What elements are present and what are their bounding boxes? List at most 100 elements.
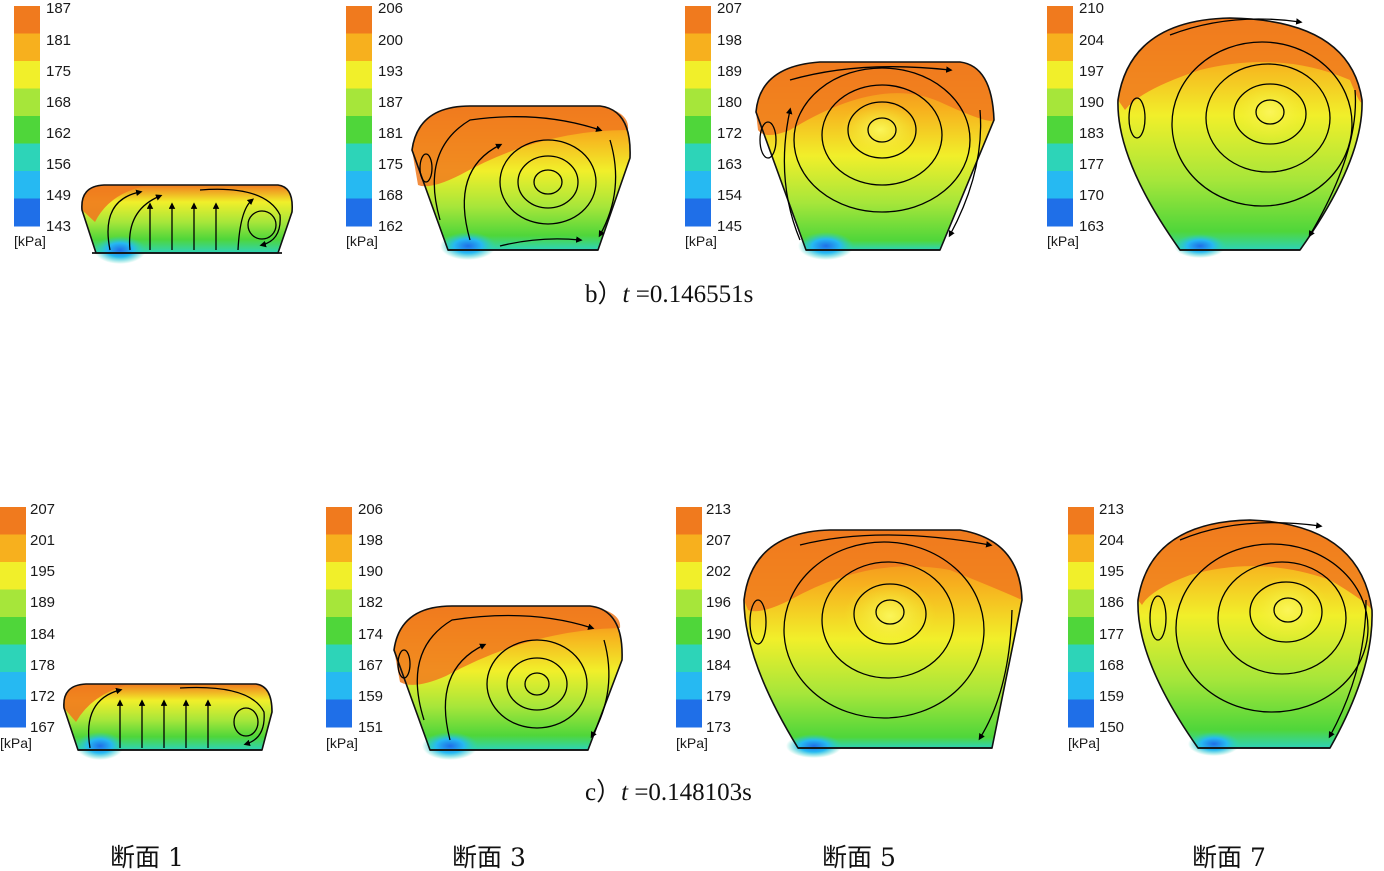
colorbar-band (326, 589, 352, 618)
panel-c-section-3: 206 198 190 182 174 167 159 151 [kPa] (326, 501, 623, 760)
contour-field (1117, 17, 1363, 258)
tick-label: 190 (358, 563, 383, 580)
tick-label: 167 (358, 657, 383, 674)
colorbar-band (326, 507, 352, 535)
colorbar-band (1068, 617, 1094, 645)
panel-b-section-1: 187 181 175 168 162 156 149 143 [kPa] (14, 0, 294, 264)
colorbar-band (676, 672, 702, 700)
tick-label: 178 (30, 657, 55, 674)
colorbar-band (326, 699, 352, 728)
tick-label: 172 (30, 688, 55, 705)
tick-label: 187 (378, 94, 403, 111)
colorbar-band (1047, 33, 1073, 62)
tick-label: 151 (358, 719, 383, 736)
tick-label: 189 (30, 594, 55, 611)
colorbar-band (1047, 88, 1073, 117)
tick-label: 181 (378, 125, 403, 142)
tick-label: 182 (358, 594, 383, 611)
colorbar-band (676, 699, 702, 728)
colorbar-band (685, 198, 711, 227)
column-label-section-7: 断面 7 (1192, 843, 1266, 871)
colorbar-band (1068, 562, 1094, 590)
streamlines (88, 686, 265, 749)
panel-b-section-3: 206 200 193 187 181 175 168 162 [kPa] (346, 0, 631, 260)
tick-label: 204 (1099, 532, 1124, 549)
tick-labels: 213 204 195 186 177 168 159 150 (1099, 501, 1124, 736)
unit-label: [kPa] (0, 735, 32, 751)
unit-label: [kPa] (1068, 735, 1100, 751)
tick-label: 207 (30, 501, 55, 518)
colorbar-band (676, 589, 702, 618)
tick-labels: 187 181 175 168 162 156 149 143 (46, 0, 71, 235)
panel-c-section-5: 213 207 202 196 190 184 179 173 [kPa] (676, 501, 1023, 758)
contour-field (743, 529, 1023, 758)
colorbar (1047, 6, 1073, 227)
tick-label: 195 (1099, 563, 1124, 580)
column-label-section-1: 断面 1 (110, 843, 184, 871)
streamlines (1149, 521, 1369, 739)
tick-label: 186 (1099, 594, 1124, 611)
streamlines (397, 614, 610, 741)
tick-label: 207 (706, 532, 731, 549)
streamlines (419, 116, 617, 247)
colorbar-band (685, 116, 711, 144)
contour-field (1137, 519, 1373, 756)
colorbar-band (1068, 534, 1094, 563)
colorbar-band (685, 143, 711, 172)
colorbar-band (1068, 644, 1094, 673)
tick-label: 145 (717, 218, 742, 235)
tick-label: 197 (1079, 63, 1104, 80)
colorbar-band (0, 644, 26, 673)
colorbar-band (326, 534, 352, 563)
tick-labels: 207 198 189 180 172 163 154 145 (717, 0, 742, 235)
colorbar (14, 6, 40, 227)
colorbar-band (676, 644, 702, 673)
tick-label: 210 (1079, 0, 1104, 17)
colorbar-band (326, 644, 352, 673)
tick-labels: 206 198 190 182 174 167 159 151 (358, 501, 383, 736)
tick-label: 143 (46, 218, 71, 235)
tick-label: 168 (46, 94, 71, 111)
colorbar-band (685, 61, 711, 89)
colorbar-band (14, 33, 40, 62)
colorbar-band (685, 88, 711, 117)
colorbar-band (14, 88, 40, 117)
tick-label: 202 (706, 563, 731, 580)
colorbar-band (676, 534, 702, 563)
contour-field (393, 605, 623, 760)
tick-label: 168 (1099, 657, 1124, 674)
colorbar (1068, 507, 1094, 728)
colorbar-band (346, 88, 372, 117)
tick-label: 159 (1099, 688, 1124, 705)
tick-label: 206 (358, 501, 383, 518)
tick-label: 175 (46, 63, 71, 80)
colorbar-band (0, 534, 26, 563)
colorbar-band (346, 143, 372, 172)
colorbar-band (14, 143, 40, 172)
tick-label: 174 (358, 626, 383, 643)
tick-label: 196 (706, 594, 731, 611)
panel-b-section-7: 210 204 197 190 183 177 170 163 [kPa] (1047, 0, 1363, 258)
panel-c-section-1: 207 201 195 189 184 178 172 167 [kPa] (0, 501, 273, 760)
colorbar-band (1047, 116, 1073, 144)
tick-label: 167 (30, 719, 55, 736)
colorbar-band (1068, 672, 1094, 700)
panel-c-section-7: 213 204 195 186 177 168 159 150 [kPa] (1068, 501, 1373, 756)
unit-label: [kPa] (676, 735, 708, 751)
colorbar-band (676, 562, 702, 590)
tick-label: 177 (1099, 626, 1124, 643)
contour-field (411, 105, 631, 260)
colorbar-band (1047, 61, 1073, 89)
colorbar-band (0, 562, 26, 590)
colorbar-band (346, 6, 372, 34)
streamlines (759, 66, 982, 241)
colorbar-band (346, 171, 372, 199)
colorbar-band (1047, 143, 1073, 172)
unit-label: [kPa] (685, 233, 717, 249)
colorbar (676, 507, 702, 728)
colorbar-band (685, 6, 711, 34)
colorbar-band (346, 116, 372, 144)
colorbar-band (0, 507, 26, 535)
contour-field (81, 184, 294, 264)
colorbar-band (326, 672, 352, 700)
